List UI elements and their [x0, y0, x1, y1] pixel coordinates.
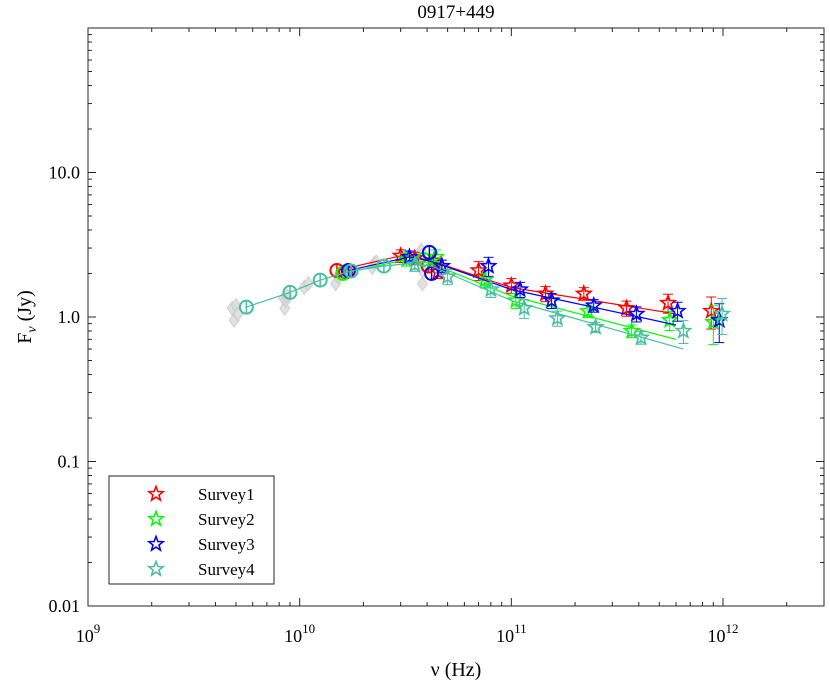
y-tick-label: 0.1 [58, 452, 81, 472]
legend-star-icon [146, 559, 166, 577]
x-tick-label: 1012 [708, 621, 739, 646]
star-point [514, 298, 534, 317]
star-point [586, 317, 605, 336]
legend: Survey1 Survey2 Survey3 Survey4 [108, 475, 275, 585]
y-axis-label: Fν (Jy) [14, 290, 40, 343]
star-point [510, 279, 530, 298]
star-point [701, 301, 721, 319]
series-line [342, 260, 677, 340]
y-tick-label: 10.0 [49, 163, 81, 183]
legend-star-icon [146, 509, 166, 527]
legend-label: Survey4 [198, 560, 255, 579]
series-survey2 [335, 247, 723, 346]
x-axis-label: ν (Hz) [431, 659, 482, 681]
series-line [246, 262, 684, 350]
archival-point [302, 275, 315, 292]
star-point [631, 327, 651, 346]
star-point [438, 266, 458, 285]
star-point [405, 254, 425, 273]
chart-title: 0917+449 [417, 2, 494, 23]
legend-star-icon [146, 534, 166, 552]
star-point [547, 308, 567, 327]
svg-text:Fν (Jy): Fν (Jy) [14, 290, 40, 343]
series-survey4 [238, 254, 732, 350]
y-tick-label: 0.01 [49, 596, 81, 616]
series-line [348, 256, 677, 326]
y-axis-label-sub: ν [25, 326, 40, 333]
star-point [658, 293, 678, 312]
archival-point [416, 275, 429, 292]
x-tick-label: 1011 [496, 621, 527, 646]
star-point [584, 295, 603, 314]
x-tick-label: 109 [76, 621, 101, 646]
star-point [674, 321, 693, 339]
plot-frame [87, 27, 825, 607]
star-point [627, 304, 646, 322]
legend-box [108, 475, 275, 585]
y-tick-label: 1.0 [58, 307, 81, 327]
star-point [668, 301, 687, 319]
star-point [479, 256, 498, 275]
star-point [617, 298, 636, 317]
x-axis-label-text: ν (Hz) [431, 659, 482, 681]
star-point [502, 275, 521, 294]
y-axis-label-unit: (Jy) [14, 290, 36, 326]
star-point [469, 260, 488, 279]
legend-label: Survey3 [198, 535, 255, 554]
star-point [481, 279, 501, 298]
y-axis-label-main: F [14, 333, 36, 344]
star-point [506, 290, 526, 309]
legend-star-icon [146, 484, 166, 502]
star-point [432, 256, 452, 275]
legend-label: Survey2 [198, 510, 255, 529]
x-tick-label: 1010 [284, 621, 315, 646]
star-point [712, 304, 732, 322]
star-point [426, 247, 446, 265]
star-point [400, 247, 419, 265]
star-point [574, 283, 594, 302]
star-point [542, 290, 562, 309]
legend-label: Survey1 [198, 485, 255, 504]
